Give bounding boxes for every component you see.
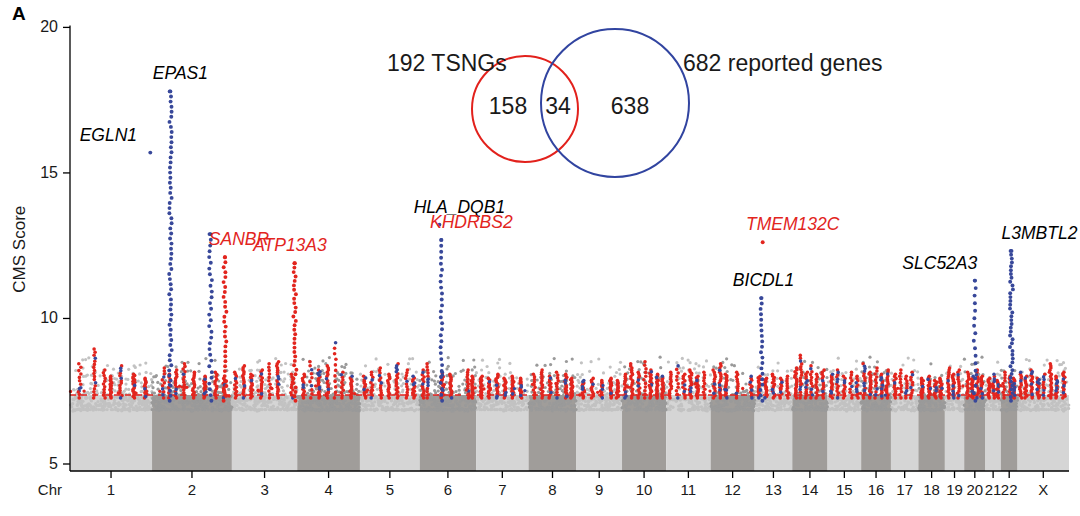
svg-text:6: 6 [444, 481, 452, 498]
svg-text:4: 4 [324, 481, 332, 498]
svg-text:EGLN1: EGLN1 [80, 125, 137, 145]
svg-text:21: 21 [985, 481, 1002, 498]
svg-text:11: 11 [681, 481, 697, 498]
svg-text:KHDRBS2: KHDRBS2 [430, 212, 513, 232]
svg-text:192 TSNGs: 192 TSNGs [387, 50, 507, 76]
svg-text:7: 7 [498, 481, 506, 498]
svg-text:BICDL1: BICDL1 [733, 270, 794, 290]
svg-text:ATP13A3: ATP13A3 [252, 235, 327, 255]
svg-text:EPAS1: EPAS1 [153, 63, 208, 83]
svg-text:17: 17 [896, 481, 913, 498]
svg-text:5: 5 [386, 481, 394, 498]
svg-text:L3MBTL2: L3MBTL2 [1002, 223, 1078, 243]
svg-text:TMEM132C: TMEM132C [746, 214, 840, 234]
svg-text:10: 10 [636, 481, 653, 498]
svg-text:SLC52A3: SLC52A3 [902, 253, 977, 273]
svg-text:1: 1 [107, 481, 115, 498]
svg-text:638: 638 [611, 93, 649, 119]
svg-text:10: 10 [40, 309, 58, 326]
svg-text:5: 5 [49, 455, 58, 472]
svg-text:15: 15 [40, 164, 58, 181]
svg-text:15: 15 [836, 481, 853, 498]
svg-text:3: 3 [260, 481, 268, 498]
svg-text:Chr: Chr [38, 481, 62, 498]
svg-text:13: 13 [765, 481, 782, 498]
svg-text:20: 20 [966, 481, 983, 498]
svg-text:20: 20 [40, 18, 58, 35]
svg-text:2: 2 [188, 481, 196, 498]
svg-text:18: 18 [923, 481, 940, 498]
svg-text:22: 22 [1001, 481, 1018, 498]
svg-text:14: 14 [802, 481, 819, 498]
svg-text:A: A [12, 3, 26, 24]
svg-text:19: 19 [946, 481, 963, 498]
svg-text:X: X [1038, 481, 1048, 498]
svg-text:34: 34 [545, 93, 571, 119]
svg-text:8: 8 [548, 481, 556, 498]
svg-text:158: 158 [489, 93, 527, 119]
svg-text:9: 9 [595, 481, 603, 498]
svg-text:12: 12 [724, 481, 741, 498]
svg-text:CMS Score: CMS Score [10, 206, 29, 293]
svg-text:682 reported genes: 682 reported genes [683, 50, 883, 76]
svg-text:16: 16 [868, 481, 885, 498]
